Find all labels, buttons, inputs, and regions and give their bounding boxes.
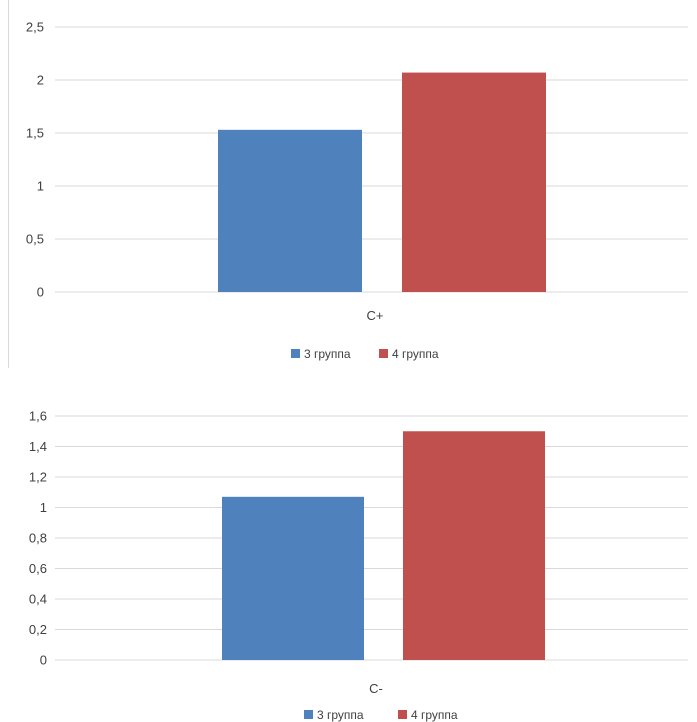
c-minus-legend-swatch-4 [398, 710, 407, 719]
c-minus-bar-group-3 [222, 496, 364, 660]
c-minus-y-tick-label: 0,4 [29, 592, 47, 607]
c-plus-legend-label-4: 4 группа [392, 347, 439, 361]
chart-frame-edge [8, 0, 9, 368]
c-minus-y-tick-label: 1 [40, 500, 47, 515]
chart-c-minus-svg: 0 0,2 0,4 0,6 0,8 1 1,2 1,4 1,6 C- 3 группа 4 групп… [29, 409, 688, 722]
c-plus-legend-swatch-4 [379, 349, 388, 358]
c-plus-category-label: C+ [367, 308, 384, 323]
chart-c-plus: 0 0,5 1 1,5 2 2,5 C+ 3 группа 4 группа [8, 0, 688, 368]
c-minus-y-tick-label: 0,8 [29, 531, 47, 546]
c-minus-y-tick-label: 0,2 [29, 622, 47, 637]
c-plus-bar-group-3 [218, 129, 362, 292]
c-minus-y-tick-label: 1,2 [29, 470, 47, 485]
c-minus-category-label: C- [369, 681, 383, 696]
c-minus-y-tick-label: 0 [40, 653, 47, 668]
c-plus-y-tick-label: 1,5 [26, 126, 44, 141]
c-plus-y-tick-label: 2 [37, 73, 44, 88]
c-plus-y-tick-label: 0 [37, 285, 44, 300]
c-minus-y-tick-label: 0,6 [29, 561, 47, 576]
c-plus-legend-label-3: 3 группа [304, 347, 351, 361]
chart-c-plus-svg: 0 0,5 1 1,5 2 2,5 C+ 3 группа 4 группа [26, 20, 688, 361]
c-minus-legend-label-3: 3 группа [317, 708, 364, 722]
c-minus-y-tick-label: 1,4 [29, 439, 47, 454]
c-minus-legend-swatch-3 [304, 710, 313, 719]
c-plus-bar-group-4 [402, 72, 546, 292]
c-minus-y-tick-label: 1,6 [29, 409, 47, 424]
c-plus-y-tick-label: 1 [37, 179, 44, 194]
c-plus-legend-swatch-3 [291, 349, 300, 358]
c-minus-legend-label-4: 4 группа [411, 708, 458, 722]
c-minus-bar-group-4 [403, 431, 545, 660]
c-plus-y-tick-label: 2,5 [26, 20, 44, 35]
chart-c-minus: 0 0,2 0,4 0,6 0,8 1 1,2 1,4 1,6 C- 3 группа 4 групп… [0, 395, 697, 722]
c-plus-y-tick-label: 0,5 [26, 232, 44, 247]
